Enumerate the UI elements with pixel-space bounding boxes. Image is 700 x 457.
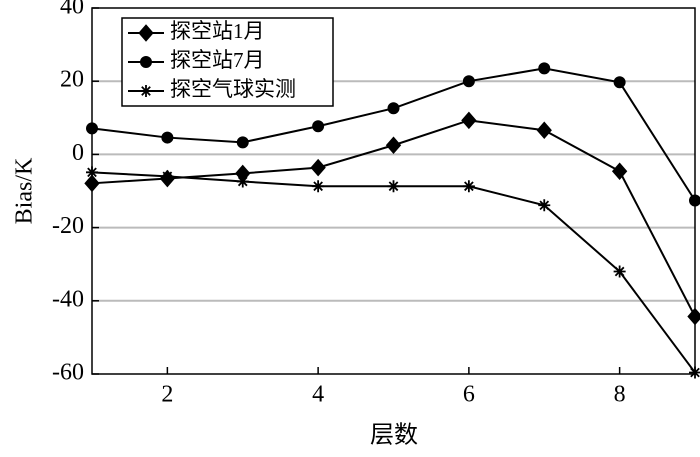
marker xyxy=(537,122,551,138)
legend-label: 探空站7月 xyxy=(170,48,265,72)
marker xyxy=(690,195,700,206)
marker xyxy=(463,76,474,87)
marker xyxy=(539,63,550,74)
marker xyxy=(162,132,173,143)
x-tick-label: 4 xyxy=(312,382,324,408)
x-tick-label: 2 xyxy=(161,382,173,408)
legend-label: 探空气球实测 xyxy=(170,77,296,101)
marker xyxy=(237,175,249,187)
y-tick-label: -20 xyxy=(52,213,84,239)
y-tick-label: -40 xyxy=(52,286,84,312)
marker xyxy=(311,160,325,176)
y-tick-label: 0 xyxy=(72,140,84,166)
x-tick-label: 8 xyxy=(614,382,626,408)
marker xyxy=(237,137,248,148)
y-tick-label: 20 xyxy=(60,67,84,93)
series-line xyxy=(92,172,695,372)
y-tick-label: -60 xyxy=(52,360,84,386)
marker xyxy=(161,170,173,182)
y-tick-label: 40 xyxy=(60,0,84,20)
marker xyxy=(312,180,324,192)
marker xyxy=(313,121,324,132)
marker xyxy=(463,180,475,192)
marker xyxy=(614,77,625,88)
y-axis-label: Bias/K xyxy=(12,157,38,224)
x-tick-label: 6 xyxy=(463,382,475,408)
marker xyxy=(462,112,476,128)
x-axis-label: 层数 xyxy=(370,422,418,449)
marker xyxy=(86,166,98,178)
legend-marker xyxy=(141,57,152,68)
marker xyxy=(388,180,400,192)
marker xyxy=(688,309,700,325)
legend-label: 探空站1月 xyxy=(170,19,265,43)
legend-marker xyxy=(140,85,152,97)
marker xyxy=(538,199,550,211)
marker xyxy=(613,163,627,179)
marker xyxy=(387,137,401,153)
marker xyxy=(388,103,399,114)
marker xyxy=(87,123,98,134)
